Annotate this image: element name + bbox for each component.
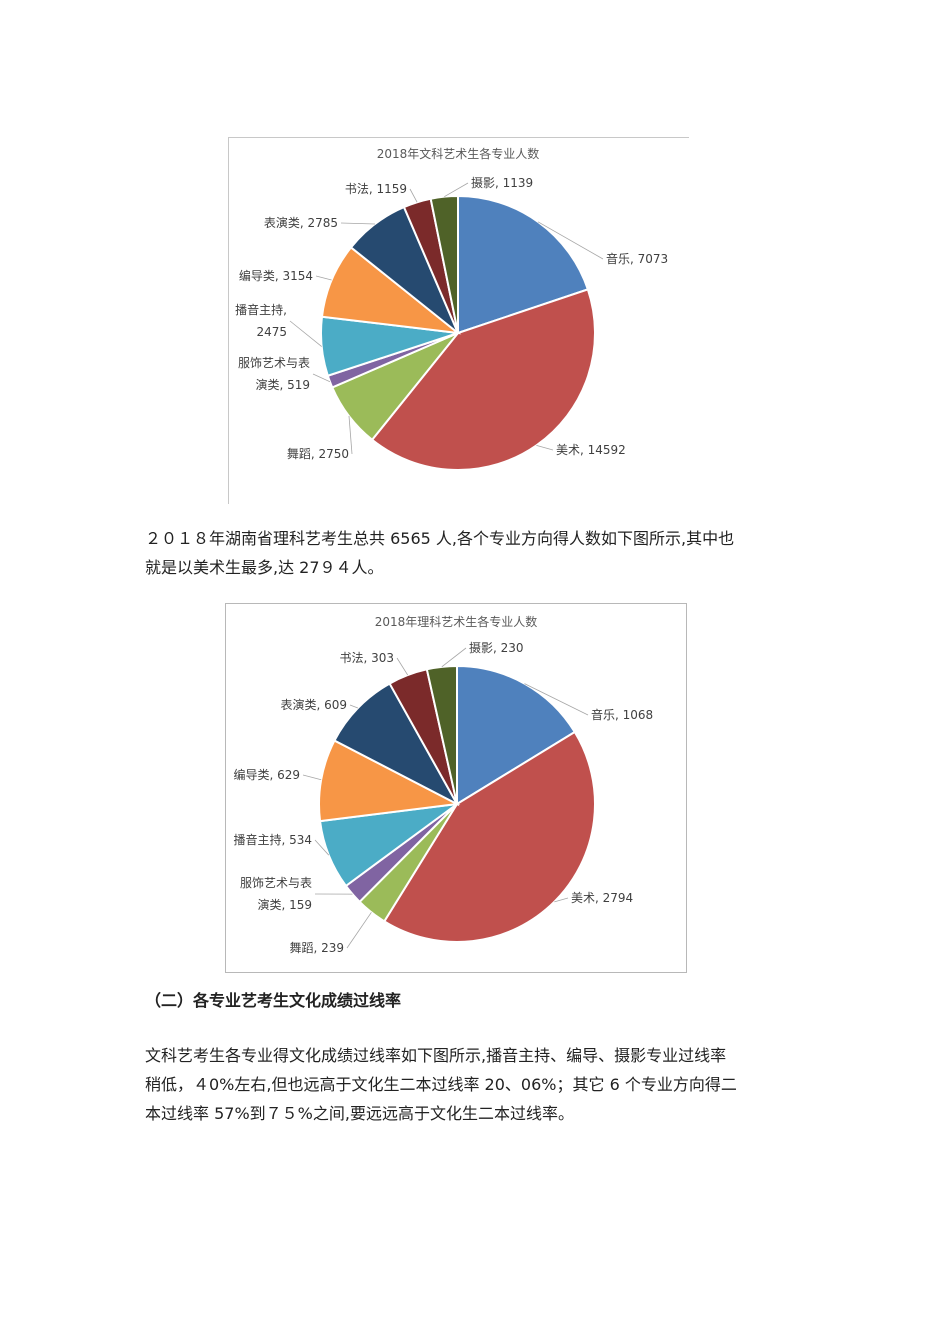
leader-line — [302, 774, 322, 781]
data-label: 美术, 14592 — [556, 443, 626, 457]
leader-line — [289, 320, 322, 347]
data-label: 编导类, 629 — [233, 767, 300, 782]
data-label: 书法, 1159 — [345, 182, 407, 196]
data-label: 音乐, 1068 — [591, 707, 653, 722]
pie-slice-6 — [318, 739, 461, 823]
leader-line — [537, 221, 604, 260]
pie-slice-1 — [457, 194, 590, 335]
data-label: 服饰艺术与表 — [240, 876, 312, 890]
data-label: 表演类, 609 — [280, 697, 347, 712]
chart-science-pie: 2018年理科艺术生各专业人数音乐, 1068 美术, 2794 舞蹈, 239 服饰… — [225, 603, 687, 973]
data-label: 2475 — [256, 325, 287, 339]
data-label: 摄影, 230 — [469, 640, 524, 655]
pie-slice-7 — [333, 682, 460, 807]
pie-slice-9 — [429, 194, 459, 334]
data-label: 舞蹈, 2750 — [287, 447, 349, 461]
leader-line — [314, 839, 330, 856]
data-label: 美术, 2794 — [571, 891, 633, 905]
paragraph-line: 文科艺考生各专业得文化成绩过线率如下图所示,播音主持、编导、摄影专业过线率 — [145, 1046, 727, 1065]
chart-title: 2018年理科艺术生各专业人数 — [375, 614, 538, 629]
chart-title: 2018年文科艺术生各专业人数 — [377, 146, 540, 161]
paragraph-line: 本过线率 57%到７５%之间,要远远高于文化生二本过线率。 — [145, 1104, 574, 1123]
paragraph-line: 稍低，４0%左右,但也远高于文化生二本过线率 20、06%；其它 6 个专业方向… — [145, 1075, 737, 1094]
leader-line — [409, 188, 418, 203]
data-label: 舞蹈, 239 — [289, 941, 344, 955]
data-label: 书法, 303 — [339, 651, 394, 665]
section-heading: （二）各专业艺考生文化成绩过线率 — [145, 991, 402, 1010]
data-label: 播音主持, 534 — [233, 832, 312, 847]
data-label: 演类, 159 — [257, 897, 312, 912]
chart-liberal-arts-pie: 2018年文科艺术生各专业人数音乐, 7073 美术, 14592 舞蹈, 2750… — [228, 137, 689, 504]
paragraph-line: ２０１８年湖南省理科艺考生总共 6565 人,各个专业方向得人数如下图所示,其中… — [145, 529, 735, 548]
data-label: 演类, 519 — [255, 377, 310, 392]
pie-slice-2 — [382, 730, 596, 943]
leader-line — [396, 657, 409, 676]
leader-line — [536, 445, 554, 451]
pie-slice-2 — [370, 288, 596, 471]
leader-line — [346, 912, 372, 949]
data-label: 音乐, 7073 — [606, 251, 668, 266]
leader-line — [348, 415, 353, 455]
data-label: 表演类, 2785 — [264, 215, 338, 230]
leader-line — [524, 683, 589, 716]
paragraph-line: 就是以美术生最多,达 27９４人。 — [145, 558, 384, 577]
paragraph-science-summary: ２０１８年湖南省理科艺考生总共 6565 人,各个专业方向得人数如下图所示,其中… — [145, 524, 810, 582]
leader-line — [340, 222, 376, 225]
leader-line — [441, 647, 467, 668]
data-label: 编导类, 3154 — [239, 268, 313, 283]
leader-line — [349, 704, 359, 709]
leader-line — [444, 182, 469, 198]
leader-line — [554, 897, 569, 903]
leader-line — [315, 275, 332, 281]
paragraph-pass-rate: 文科艺考生各专业得文化成绩过线率如下图所示,播音主持、编导、摄影专业过线率 稍低… — [145, 1041, 810, 1128]
leader-line — [312, 373, 331, 383]
data-label: 播音主持, — [235, 302, 287, 317]
data-label: 服饰艺术与表 — [238, 356, 310, 370]
data-label: 摄影, 1139 — [471, 175, 533, 190]
